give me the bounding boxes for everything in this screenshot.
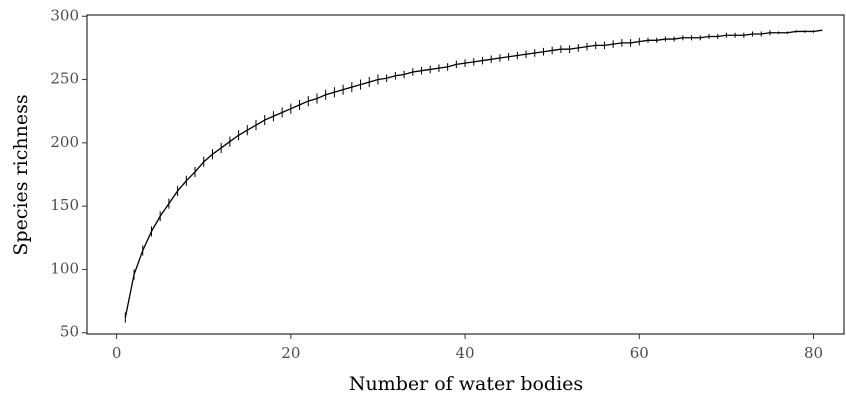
- x-tick-label: 60: [630, 344, 649, 362]
- curve: [124, 29, 823, 318]
- y-tick-label: 50: [60, 323, 79, 341]
- y-axis-title: Species richness: [10, 94, 32, 255]
- x-tick-label: 0: [112, 344, 122, 362]
- x-axis-title: Number of water bodies: [349, 373, 583, 395]
- y-tick-label: 100: [50, 259, 79, 277]
- y-tick-label: 300: [50, 6, 79, 24]
- x-tick-label: 40: [456, 344, 475, 362]
- x-tick-label: 80: [804, 344, 823, 362]
- y-tick-label: 250: [50, 70, 79, 88]
- x-tick-label: 20: [281, 344, 300, 362]
- y-tick-label: 150: [50, 196, 79, 214]
- y-tick-label: 200: [50, 133, 79, 151]
